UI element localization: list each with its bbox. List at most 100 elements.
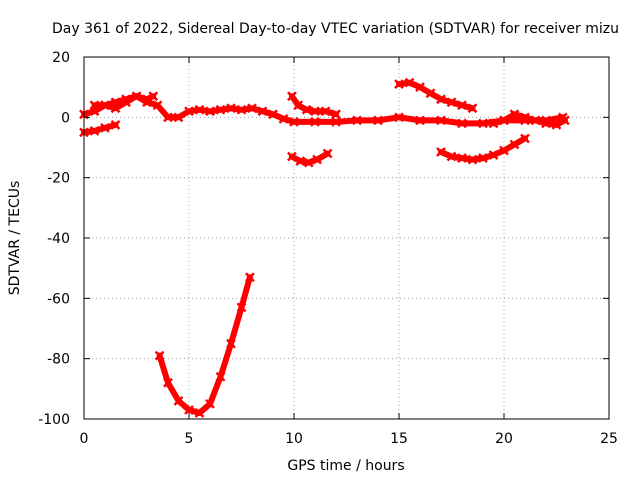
series-arc-17h-lower-point	[509, 139, 520, 150]
series-arc-deep-point	[236, 302, 247, 313]
series-arc-main-point	[457, 118, 467, 129]
series-arc-15h-point	[415, 82, 425, 93]
series-arc-10h-upper-point	[293, 100, 304, 111]
series-arc-10h-upper-point	[331, 109, 341, 120]
y-tick-label: -20	[47, 171, 70, 187]
series-arc-10h-upper-point	[320, 106, 331, 117]
series-arc-main-point	[478, 118, 488, 129]
series-arc-20h-cluster-point	[520, 112, 530, 123]
series-arc-main-point	[215, 104, 226, 115]
x-tick-label: 20	[495, 431, 513, 447]
chart-title: Day 361 of 2022, Sidereal Day-to-day VTE…	[52, 21, 619, 37]
series-arc-main-point	[278, 113, 289, 124]
series-arc-10h-upper-point	[301, 104, 312, 115]
series-arc-early-low-line	[81, 121, 119, 136]
x-tick-label: 15	[390, 431, 408, 447]
series-arc-20h-cluster-point	[560, 115, 570, 126]
series-arc-17h-lower-point	[499, 145, 509, 156]
series-arc-deep-point	[173, 396, 184, 406]
series-arc-17h-lower-point	[457, 153, 467, 163]
series-arc-main-point	[226, 103, 236, 114]
series-arc-main-point	[331, 116, 341, 127]
series-arc-main-point	[247, 103, 257, 114]
series-arc-deep-point	[226, 338, 236, 349]
series-arc-10h-lower-point	[303, 157, 314, 168]
series-arc-main-point	[257, 106, 268, 117]
series-arc-deep-point	[215, 371, 226, 382]
x-tick-label: 5	[185, 431, 194, 447]
series-arc-early-low-point	[100, 123, 110, 133]
series-arc-main-point	[352, 115, 362, 126]
series-arc-main-point	[184, 106, 194, 117]
series-arc-deep-line	[156, 274, 253, 416]
y-tick-label: -40	[47, 231, 70, 247]
series-arc-main-point	[310, 116, 320, 127]
series-arc-17h-lower-point	[467, 154, 478, 165]
series-arc-deep-point	[154, 350, 165, 361]
data-series-layer	[79, 77, 570, 418]
series-arc-17h-lower-point	[436, 147, 446, 157]
series-arc-deep-point	[163, 377, 173, 388]
series-arc-10h-lower-point	[312, 154, 322, 165]
series-arc-15h-point	[394, 79, 404, 90]
series-arc-20h-cluster-point	[488, 118, 499, 129]
series-arc-main-point	[289, 116, 299, 127]
series-arc-20h-cluster-point	[551, 119, 562, 130]
series-arc-20h-cluster-point	[541, 118, 551, 129]
series-arc-main-point	[373, 115, 383, 126]
series-arc-15h-point	[446, 97, 457, 108]
series-arc-10h-upper-point	[310, 106, 320, 117]
series-arc-main-point	[236, 104, 247, 115]
series-arc-main-point	[415, 115, 425, 126]
series-arc-15h-point	[404, 77, 415, 88]
series-arc-15h-point	[425, 88, 436, 99]
x-tick-label: 0	[80, 431, 89, 447]
series-arc-17h-lower-point	[520, 133, 530, 144]
series-arc-17h-lower-point	[446, 151, 457, 162]
series-arc-early-low-point	[89, 126, 100, 136]
series-arc-10h-lower-point	[287, 151, 297, 162]
y-tick-label: -80	[47, 352, 70, 368]
x-axis-label: GPS time / hours	[287, 458, 404, 474]
series-arc-deep-point	[184, 405, 194, 415]
y-tick-label: 20	[52, 50, 70, 66]
series-arc-15h-point	[457, 100, 467, 111]
series-arc-early-high-point	[121, 94, 131, 105]
series-arc-early-high-point	[142, 94, 152, 105]
x-tick-label: 25	[600, 431, 618, 447]
series-arc-early-high-point	[148, 91, 159, 102]
series-arc-early-high-point	[131, 91, 142, 102]
series-arc-10h-lower-point	[295, 156, 306, 166]
series-arc-deep-point	[194, 408, 205, 418]
series-arc-early-high-point	[100, 100, 110, 111]
series-arc-15h-point	[436, 94, 446, 105]
series-arc-early-high-point	[110, 97, 121, 108]
series-arc-10h-lower-point	[322, 148, 333, 159]
series-arc-10h-upper-point	[287, 91, 297, 102]
series-arc-main-point	[194, 104, 205, 115]
series-arc-17h-lower-point	[478, 153, 488, 163]
y-tick-label: -100	[38, 412, 70, 428]
series-arc-main-point	[205, 106, 215, 117]
series-arc-20h-cluster-point	[499, 115, 509, 126]
series-arc-early-high-point	[89, 100, 100, 111]
series-arc-deep-point	[245, 272, 255, 283]
series-arc-main-point	[163, 112, 173, 123]
series-arc-early-low-point	[110, 119, 121, 130]
series-arc-main-point	[436, 115, 446, 126]
y-axis-label: SDTVAR / TECUs	[7, 181, 23, 296]
series-arc-main-point	[173, 112, 184, 123]
series-arc-main-point	[152, 100, 163, 111]
series-arc-deep-point	[205, 399, 215, 409]
y-tick-label: -60	[47, 291, 70, 307]
series-arc-20h-cluster-point	[530, 115, 541, 126]
series-arc-17h-lower-point	[488, 150, 499, 160]
x-tick-label: 10	[285, 431, 303, 447]
series-arc-main-point	[394, 112, 404, 123]
series-arc-15h-point	[467, 103, 478, 114]
axis-ticks: 0 5 10 15 20 25 -100 -80 -60 -40 -20 0 20	[38, 50, 618, 447]
series-arc-20h-cluster-point	[509, 109, 520, 120]
y-tick-label: 0	[61, 110, 70, 126]
